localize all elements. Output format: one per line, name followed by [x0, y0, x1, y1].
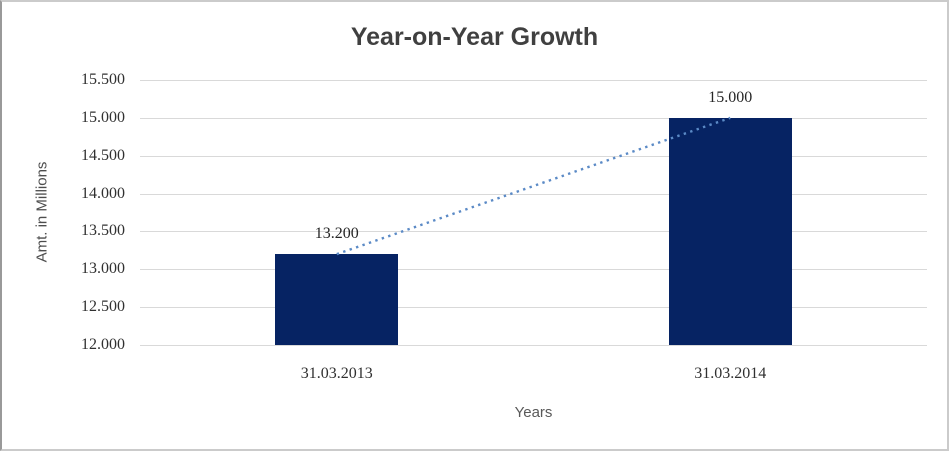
bar-31.03.2013 — [275, 254, 399, 345]
x-axis-title: Years — [514, 404, 553, 421]
gridline — [140, 117, 927, 119]
bar-31.03.2014 — [668, 117, 792, 345]
y-axis-tick-label: 15.500 — [81, 71, 125, 88]
bar-value-label: 13.200 — [314, 225, 359, 243]
y-axis-tick-label: 14.000 — [81, 184, 125, 202]
y-axis-tick-label: 12.000 — [81, 336, 125, 353]
gridline — [140, 345, 927, 346]
y-axis-tick-label: 13.500 — [81, 222, 125, 240]
gridline — [140, 269, 927, 271]
gridline — [140, 155, 927, 157]
gridline — [140, 231, 927, 233]
gridline — [140, 307, 927, 309]
bar-value-label: 15.000 — [708, 88, 753, 106]
gridline — [140, 80, 927, 81]
y-axis-title: Amt. in Millions — [33, 161, 51, 263]
plot-area — [140, 80, 927, 346]
gridline — [140, 193, 927, 195]
category-label: 31.03.2014 — [694, 365, 767, 382]
chart-title: Year-on-Year Growth — [350, 23, 599, 51]
category-label: 31.03.2013 — [300, 365, 373, 382]
y-axis-tick-label: 12.500 — [81, 298, 125, 316]
y-axis-tick-label: 14.500 — [81, 146, 125, 164]
y-axis-tick-label: 13.000 — [81, 260, 125, 278]
y-axis-tick-label: 15.000 — [81, 108, 125, 126]
